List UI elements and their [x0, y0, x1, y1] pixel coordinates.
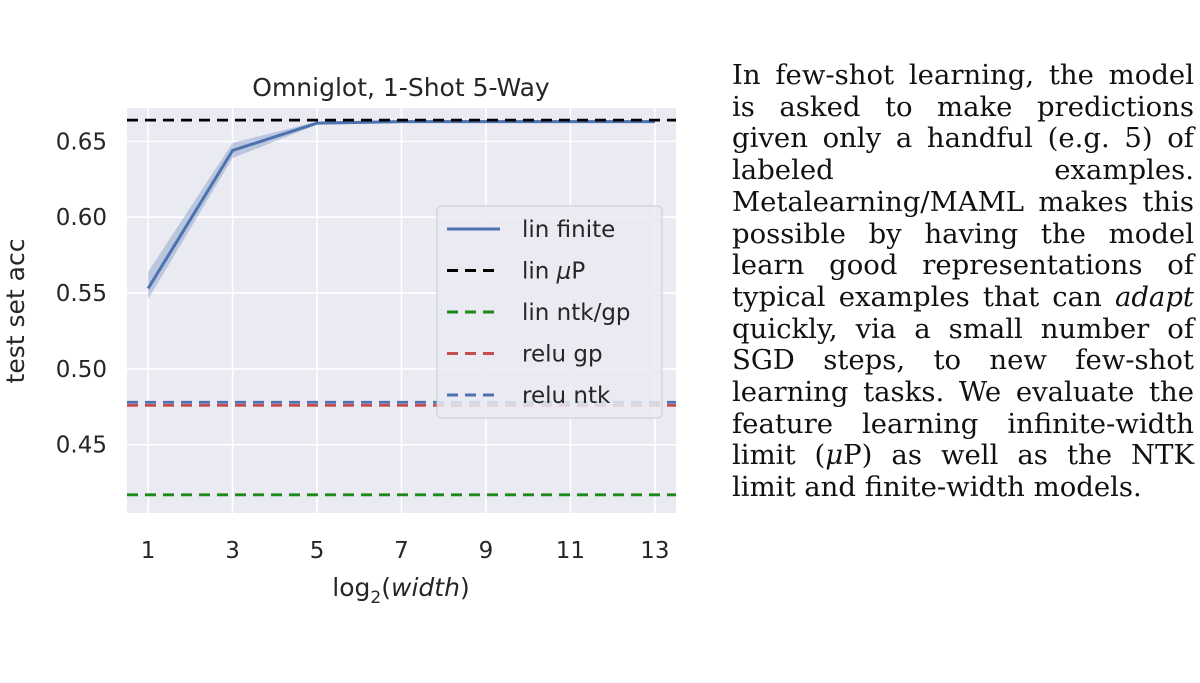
legend-label: relu gp [522, 342, 603, 368]
x-tick-label: 5 [310, 538, 325, 564]
x-tick-label: 3 [225, 538, 240, 564]
x-tick-label: 11 [556, 538, 585, 564]
y-axis-label: test set acc [1, 239, 30, 384]
legend: lin finite lin μP lin ntk/gp relu gp relu nt… [436, 205, 663, 419]
chart: 1 3 5 7 9 11 13 0.450.500.550.600.65 Omniglot,… [1, 73, 676, 608]
x-tick-label: 7 [394, 538, 409, 564]
caption-emphasis: adapt [1114, 280, 1194, 313]
legend-label: lin ntk/gp [522, 300, 631, 326]
x-tick-label: 9 [479, 538, 494, 564]
series-line-0 [146, 120, 655, 290]
y-tick-labels: 0.45 0.50 0.55 0.60 0.65 [56, 129, 107, 458]
legend-label: relu ntk [522, 383, 611, 409]
legend-label: lin finite [522, 217, 615, 243]
x-axis-label: log2(width) [332, 573, 469, 608]
chart-title: Omniglot, 1-Shot 5-Way [252, 73, 550, 102]
y-tick-label: 0.50 [56, 357, 107, 383]
x-tick-labels: 1 3 5 7 9 11 13 [141, 538, 670, 564]
y-tick-label: 0.60 [56, 205, 107, 231]
legend-label: lin μP [522, 259, 585, 285]
y-tick-label: 0.45 [56, 433, 107, 459]
x-tick-label: 1 [141, 538, 156, 564]
legend-box [436, 205, 663, 419]
y-tick-label: 0.65 [56, 129, 107, 155]
x-tick-label: 13 [640, 538, 669, 564]
caption-text: In few-shot learning, the model is asked… [732, 59, 1194, 504]
y-tick-label: 0.55 [56, 281, 107, 307]
